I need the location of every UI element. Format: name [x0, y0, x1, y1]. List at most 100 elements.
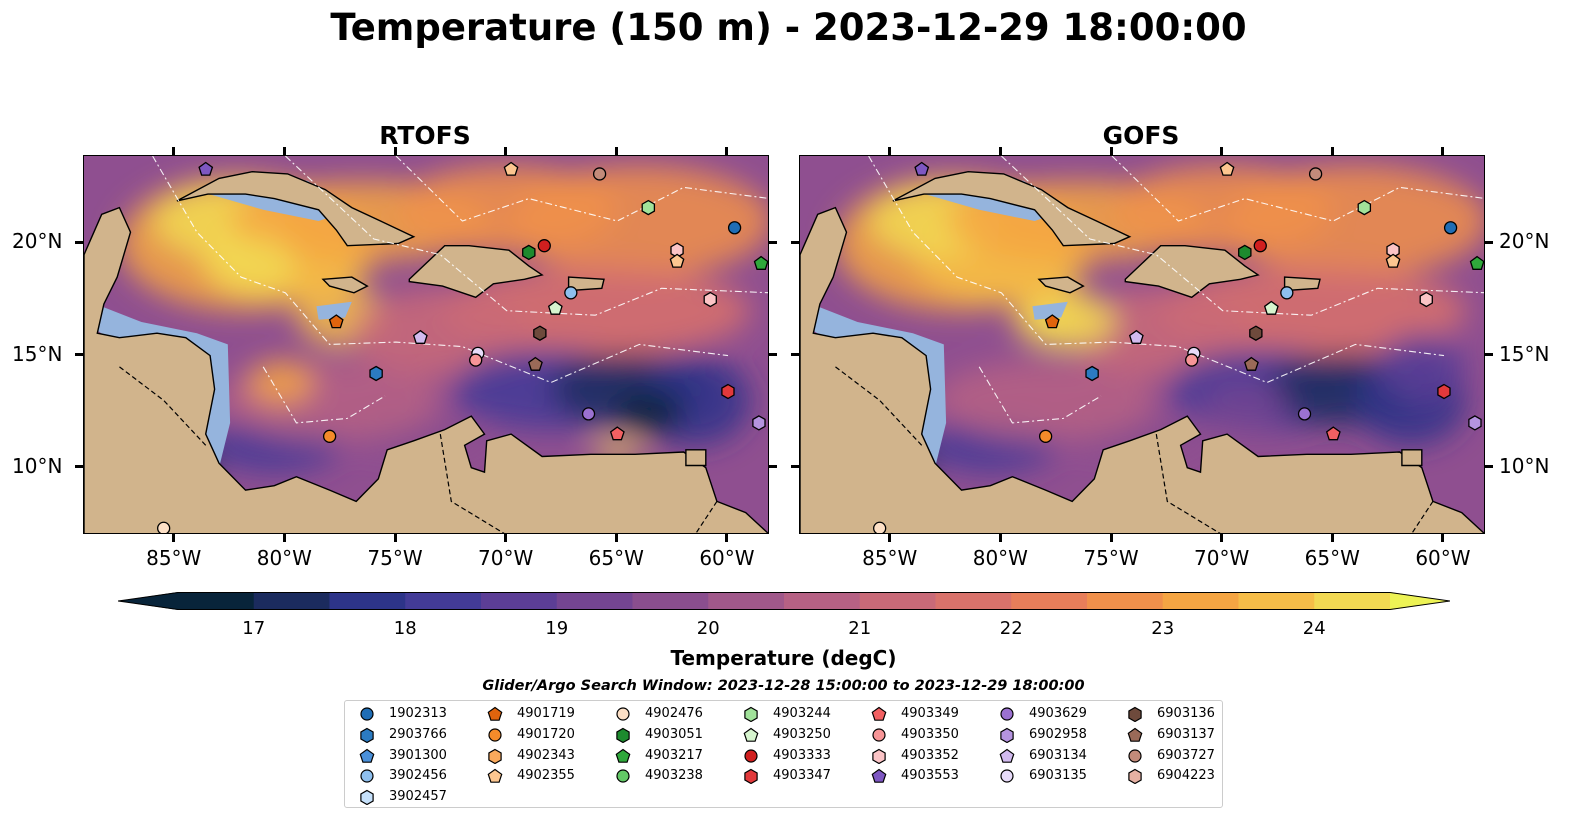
float-marker-4901719[interactable]: [1044, 314, 1060, 329]
lon-tick-label: 65°W: [588, 546, 644, 570]
legend-label: 4903217: [645, 747, 703, 763]
float-marker-4903250[interactable]: [1263, 300, 1279, 315]
map-rtofs[interactable]: [83, 155, 769, 534]
float-marker-6903137[interactable]: [1244, 356, 1259, 371]
colorbar-segment: [405, 592, 482, 610]
lat-tick-mark: [791, 465, 800, 469]
float-marker-6903136[interactable]: [533, 325, 547, 341]
float-marker-4903244[interactable]: [1357, 199, 1372, 216]
figure-title: Temperature (150 m) - 2023-12-29 18:00:0…: [330, 6, 1247, 49]
circle-marker-icon: [488, 728, 502, 742]
float-marker-4902355[interactable]: [503, 161, 519, 176]
float-marker-4903051[interactable]: [522, 244, 536, 261]
float-marker-4903352[interactable]: [1419, 291, 1433, 308]
eez-line: [285, 156, 768, 316]
lat-tick-label: 15°N: [1499, 341, 1550, 366]
colorbar-extend-high: [1390, 592, 1450, 610]
map-gofs[interactable]: [799, 155, 1485, 534]
float-marker-2903766[interactable]: [369, 365, 383, 382]
float-marker-4903051[interactable]: [1238, 244, 1252, 261]
lat-tick-label: 20°N: [1499, 229, 1550, 254]
colorbar-segment: [859, 592, 936, 610]
float-marker-4903553[interactable]: [198, 161, 214, 176]
colorbar-segment: [481, 592, 558, 610]
float-marker-4901719[interactable]: [328, 314, 344, 329]
float-marker-6902958[interactable]: [1468, 415, 1482, 431]
hexagon-marker-icon: [360, 789, 374, 806]
country-border: [439, 434, 505, 533]
float-marker-4903553[interactable]: [914, 161, 930, 176]
float-marker-4903217[interactable]: [1469, 255, 1484, 270]
lon-tick-label: 60°W: [699, 546, 755, 570]
lon-tick-mark: [725, 147, 729, 156]
hexagon-marker-icon: [1000, 727, 1014, 743]
float-marker-3902456[interactable]: [1280, 286, 1294, 300]
float-marker-4902355[interactable]: [669, 253, 685, 268]
float-marker-4903347[interactable]: [1437, 383, 1451, 400]
float-marker-6902958[interactable]: [752, 415, 766, 431]
float-marker-2903766[interactable]: [1085, 365, 1099, 382]
float-marker-4901720[interactable]: [1038, 429, 1053, 443]
lon-tick-label: 65°W: [1304, 546, 1360, 570]
lon-tick-label: 70°W: [478, 546, 534, 570]
land-mass: [892, 170, 1132, 247]
float-marker-4903217[interactable]: [753, 255, 768, 270]
lon-tick-mark: [725, 533, 729, 542]
circle-marker-icon: [1000, 769, 1014, 783]
lon-tick-label: 85°W: [146, 546, 202, 570]
float-marker-4903629[interactable]: [1297, 407, 1312, 421]
lat-tick-mark: [768, 240, 777, 244]
float-marker-4901720[interactable]: [322, 429, 337, 443]
float-marker-4903629[interactable]: [581, 407, 596, 421]
float-marker-4902355[interactable]: [1385, 253, 1401, 268]
lon-tick-mark: [504, 147, 508, 156]
float-marker-4903250[interactable]: [547, 300, 563, 315]
float-marker-4903349[interactable]: [1325, 426, 1341, 441]
colorbar-outline: [118, 592, 1450, 610]
colorbar-segment: [935, 592, 1012, 610]
eez-line: [152, 156, 729, 384]
colorbar-segment: [784, 592, 861, 610]
lon-tick-label: 70°W: [1194, 546, 1250, 570]
lon-tick-label: 75°W: [367, 546, 423, 570]
colorbar-segment: [1238, 592, 1315, 610]
float-marker-4903352[interactable]: [703, 291, 717, 308]
float-marker-6903134[interactable]: [1128, 329, 1144, 344]
float-marker-4902355[interactable]: [1219, 161, 1235, 176]
float-marker-4903244[interactable]: [641, 199, 656, 216]
country-border: [1411, 501, 1434, 533]
float-marker-6903134[interactable]: [412, 329, 428, 344]
float-marker-4903333[interactable]: [1253, 239, 1267, 253]
colorbar-segment: [1162, 592, 1239, 610]
float-marker-4903350[interactable]: [1185, 353, 1199, 367]
lon-tick-label: 80°W: [972, 546, 1028, 570]
hexagon-marker-icon: [744, 769, 758, 785]
float-marker-6903137[interactable]: [528, 356, 543, 371]
colorbar-segment: [1314, 592, 1391, 610]
lat-tick-mark: [75, 353, 84, 357]
lon-tick-mark: [1220, 533, 1224, 542]
colorbar-tick-label: 19: [545, 618, 569, 639]
float-marker-6903727[interactable]: [1308, 167, 1323, 181]
float-marker-4903350[interactable]: [469, 353, 483, 367]
float-marker-4902476[interactable]: [157, 521, 171, 534]
legend-label: 4902476: [645, 706, 703, 721]
colorbar-segment: [1087, 592, 1164, 610]
float-marker-4903333[interactable]: [537, 239, 551, 253]
legend-label: 4903553: [901, 768, 959, 784]
float-marker-1902313[interactable]: [1443, 221, 1458, 235]
float-marker-4903349[interactable]: [609, 426, 625, 441]
float-marker-3902456[interactable]: [564, 286, 578, 300]
lon-tick-mark: [172, 147, 176, 156]
legend-label: 3902456: [389, 768, 447, 784]
land-mass: [408, 245, 544, 299]
float-marker-6903727[interactable]: [592, 167, 607, 181]
float-marker-4902476[interactable]: [873, 521, 887, 534]
float-marker-4903347[interactable]: [721, 383, 735, 400]
float-marker-1902313[interactable]: [727, 221, 742, 235]
colorbar-tick-label: 23: [1151, 618, 1175, 639]
float-marker-6903136[interactable]: [1249, 325, 1263, 341]
country-border: [695, 501, 718, 533]
legend-label: 4903349: [901, 706, 959, 721]
lat-tick-label: 10°N: [12, 453, 63, 478]
